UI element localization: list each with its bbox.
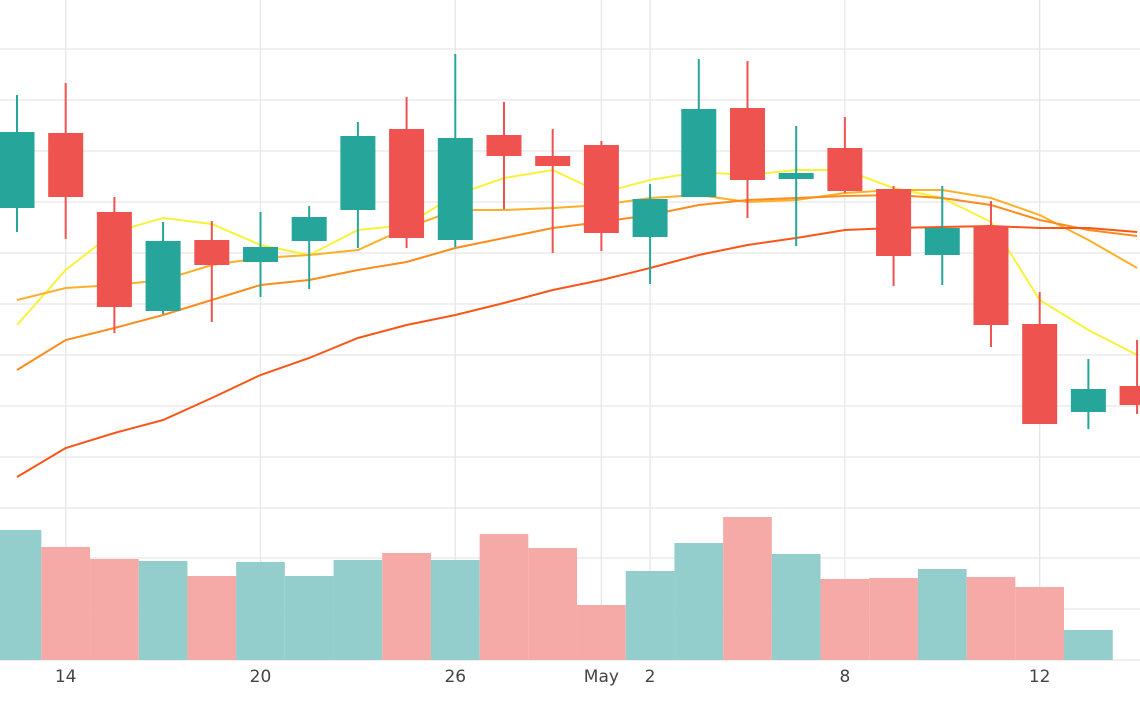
x-tick-label: 20 <box>250 667 272 687</box>
candle-body <box>96 212 132 307</box>
volume-bar <box>1015 587 1065 660</box>
candle-body <box>827 148 863 191</box>
candle-body <box>389 129 425 238</box>
candle-body <box>291 217 327 241</box>
candle-body <box>632 199 668 237</box>
candle-body <box>242 247 278 262</box>
volume-bar <box>625 571 675 660</box>
candle-body <box>535 156 571 166</box>
volume-bar <box>284 576 334 660</box>
candle-body <box>1070 389 1106 412</box>
volume-bar <box>723 517 772 660</box>
candle-body <box>145 241 181 311</box>
volume-bar <box>430 560 480 660</box>
candle-body <box>973 226 1009 325</box>
volume-bar <box>382 553 431 660</box>
volume-bar <box>528 548 578 660</box>
candle-body <box>340 136 376 210</box>
moving-average-line <box>16 168 1138 356</box>
volume-bar <box>820 579 870 660</box>
moving-average-line <box>16 193 1138 371</box>
volume-bar <box>41 547 91 660</box>
volume-bar <box>138 561 188 660</box>
x-tick-label: 2 <box>645 667 656 687</box>
candle-body <box>924 228 960 255</box>
candle-body <box>1022 324 1058 424</box>
volume-bar <box>236 562 285 660</box>
candle-body <box>194 240 230 265</box>
volume-bar <box>0 530 42 660</box>
candle-body <box>876 189 912 256</box>
candle-body <box>437 138 473 240</box>
x-tick-label: 8 <box>839 667 850 687</box>
moving-average-line <box>16 224 1138 478</box>
candle-body <box>583 145 619 233</box>
candle-body <box>48 133 84 197</box>
x-tick-label: 12 <box>1029 667 1051 687</box>
x-tick-label: May <box>584 667 619 687</box>
volume-bar <box>1064 630 1113 660</box>
volume-bar <box>577 605 626 660</box>
volume-bar <box>966 577 1016 660</box>
volume-bar <box>674 543 724 660</box>
candle-body <box>681 109 717 197</box>
x-tick-label: 14 <box>55 667 77 687</box>
volume-bar <box>90 559 139 660</box>
candle-body <box>0 132 35 208</box>
volume-bar <box>869 578 918 660</box>
moving-average-line <box>16 189 1138 301</box>
volume-bar <box>333 560 383 660</box>
volume-bar <box>187 576 237 660</box>
candle-body <box>1119 386 1140 405</box>
volume-bar <box>771 554 821 660</box>
x-tick-label: 26 <box>444 667 466 687</box>
volume-bar <box>917 569 967 660</box>
candle-body <box>778 173 814 179</box>
candle-body <box>729 108 765 180</box>
volume-bar <box>479 534 529 660</box>
candle-body <box>486 135 522 156</box>
